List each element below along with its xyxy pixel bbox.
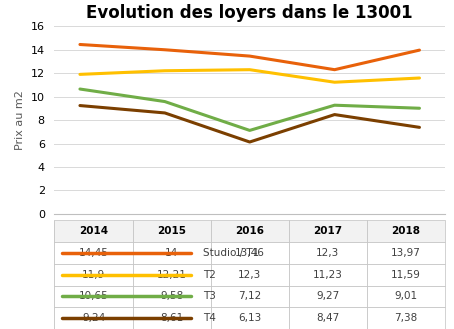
Y-axis label: Prix au m2: Prix au m2 [15, 90, 25, 150]
Text: T2: T2 [203, 270, 216, 280]
Text: T3: T3 [203, 291, 216, 301]
Title: Evolution des loyers dans le 13001: Evolution des loyers dans le 13001 [86, 4, 413, 22]
Text: Studio / T1: Studio / T1 [203, 248, 259, 258]
Text: T4: T4 [203, 313, 216, 323]
